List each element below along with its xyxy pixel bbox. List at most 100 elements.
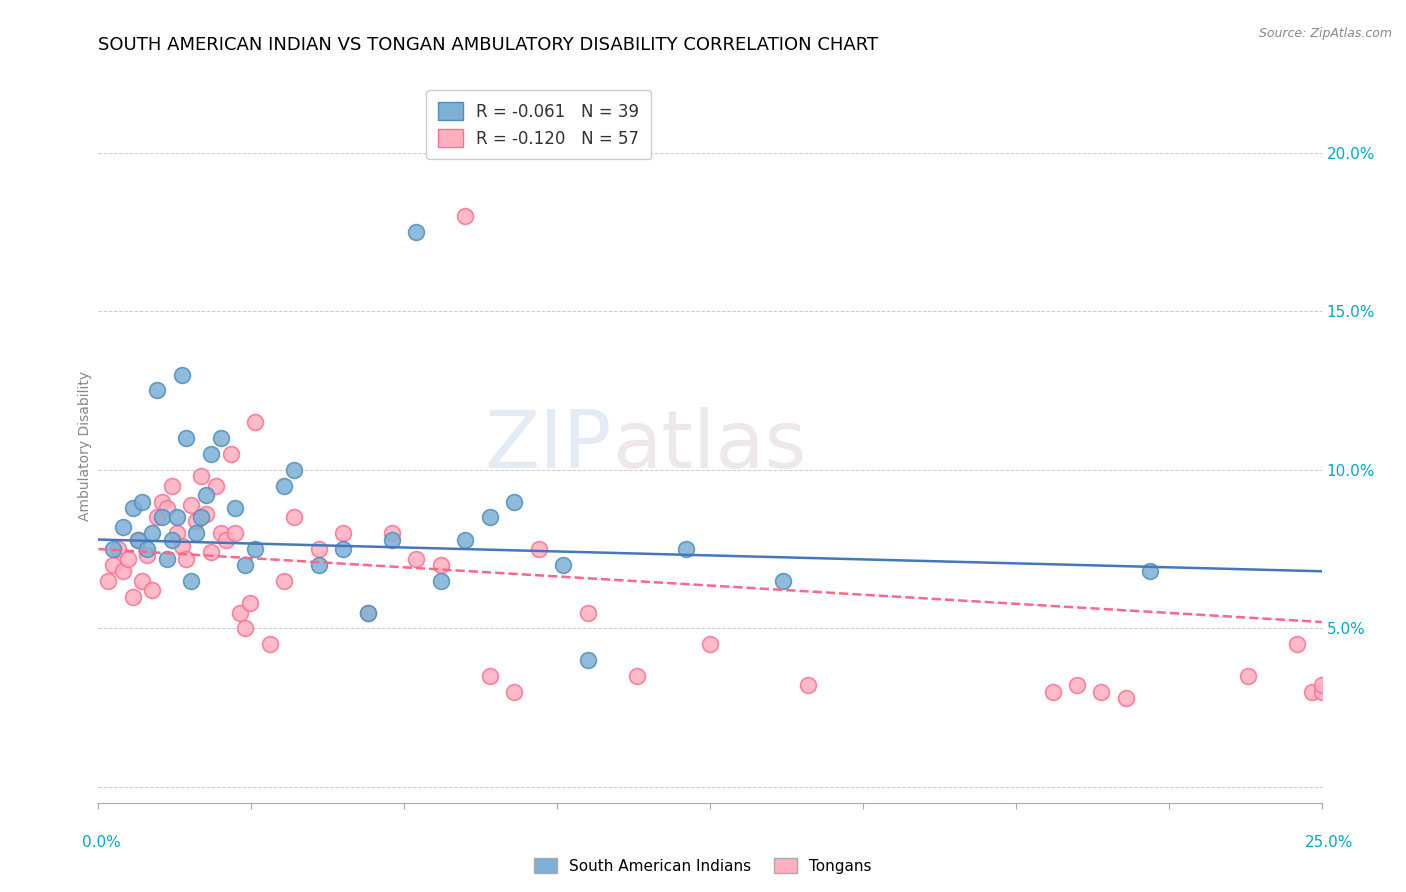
Point bbox=[430, 574, 453, 588]
Point bbox=[797, 678, 820, 692]
Point bbox=[131, 494, 153, 508]
Point bbox=[332, 542, 354, 557]
Point bbox=[243, 415, 266, 429]
Point bbox=[101, 558, 124, 572]
Point bbox=[166, 526, 188, 541]
Point bbox=[1115, 691, 1137, 706]
Point bbox=[146, 384, 169, 398]
Y-axis label: Ambulatory Disability: Ambulatory Disability bbox=[79, 371, 93, 521]
Point bbox=[209, 526, 232, 541]
Point bbox=[576, 653, 599, 667]
Point bbox=[150, 510, 173, 524]
Point bbox=[283, 463, 305, 477]
Point bbox=[259, 637, 281, 651]
Point bbox=[160, 533, 183, 547]
Point bbox=[239, 596, 262, 610]
Point bbox=[283, 510, 305, 524]
Point bbox=[180, 498, 202, 512]
Point bbox=[186, 526, 208, 541]
Point bbox=[405, 225, 427, 239]
Point bbox=[131, 574, 153, 588]
Point bbox=[229, 606, 252, 620]
Point bbox=[214, 533, 236, 547]
Point bbox=[111, 564, 134, 578]
Text: atlas: atlas bbox=[612, 407, 807, 485]
Point bbox=[308, 542, 330, 557]
Point bbox=[136, 542, 159, 557]
Point bbox=[141, 583, 163, 598]
Point bbox=[1301, 685, 1323, 699]
Point bbox=[273, 574, 295, 588]
Point bbox=[101, 542, 124, 557]
Point bbox=[166, 510, 188, 524]
Point bbox=[332, 526, 354, 541]
Point bbox=[107, 542, 129, 557]
Text: SOUTH AMERICAN INDIAN VS TONGAN AMBULATORY DISABILITY CORRELATION CHART: SOUTH AMERICAN INDIAN VS TONGAN AMBULATO… bbox=[98, 36, 879, 54]
Point bbox=[273, 478, 295, 492]
Point bbox=[1286, 637, 1309, 651]
Point bbox=[205, 478, 228, 492]
Point bbox=[186, 514, 208, 528]
Point bbox=[111, 520, 134, 534]
Point bbox=[176, 551, 198, 566]
Point bbox=[190, 469, 212, 483]
Point bbox=[117, 551, 139, 566]
Point bbox=[146, 510, 169, 524]
Text: ZIP: ZIP bbox=[485, 407, 612, 485]
Point bbox=[121, 500, 143, 515]
Point bbox=[1042, 685, 1064, 699]
Point bbox=[209, 431, 232, 445]
Point bbox=[503, 494, 526, 508]
Point bbox=[121, 590, 143, 604]
Point bbox=[503, 685, 526, 699]
Point bbox=[180, 574, 202, 588]
Point bbox=[150, 494, 173, 508]
Legend: R = -0.061   N = 39, R = -0.120   N = 57: R = -0.061 N = 39, R = -0.120 N = 57 bbox=[426, 90, 651, 160]
Point bbox=[356, 606, 378, 620]
Text: 25.0%: 25.0% bbox=[1305, 836, 1353, 850]
Point bbox=[772, 574, 794, 588]
Point bbox=[675, 542, 697, 557]
Point bbox=[233, 621, 256, 635]
Point bbox=[200, 545, 222, 559]
Point bbox=[224, 526, 246, 541]
Point bbox=[356, 606, 378, 620]
Point bbox=[243, 542, 266, 557]
Point bbox=[1090, 685, 1112, 699]
Point bbox=[308, 558, 330, 572]
Point bbox=[170, 539, 193, 553]
Point bbox=[478, 669, 501, 683]
Legend: South American Indians, Tongans: South American Indians, Tongans bbox=[529, 852, 877, 880]
Point bbox=[1066, 678, 1088, 692]
Point bbox=[195, 507, 218, 521]
Point bbox=[454, 209, 477, 223]
Point bbox=[170, 368, 193, 382]
Point bbox=[1310, 685, 1333, 699]
Point bbox=[141, 526, 163, 541]
Point bbox=[156, 500, 179, 515]
Point bbox=[699, 637, 721, 651]
Point bbox=[127, 533, 149, 547]
Point bbox=[233, 558, 256, 572]
Point bbox=[478, 510, 501, 524]
Point bbox=[136, 549, 159, 563]
Point bbox=[97, 574, 120, 588]
Point bbox=[626, 669, 648, 683]
Point bbox=[527, 542, 550, 557]
Point bbox=[176, 431, 198, 445]
Point bbox=[1139, 564, 1161, 578]
Point bbox=[381, 533, 404, 547]
Point bbox=[127, 533, 149, 547]
Point bbox=[190, 510, 212, 524]
Point bbox=[219, 447, 242, 461]
Point bbox=[224, 500, 246, 515]
Point bbox=[1310, 678, 1333, 692]
Point bbox=[553, 558, 575, 572]
Text: Source: ZipAtlas.com: Source: ZipAtlas.com bbox=[1258, 27, 1392, 40]
Point bbox=[160, 478, 183, 492]
Point bbox=[430, 558, 453, 572]
Text: 0.0%: 0.0% bbox=[82, 836, 121, 850]
Point bbox=[195, 488, 218, 502]
Point bbox=[1237, 669, 1260, 683]
Point bbox=[405, 551, 427, 566]
